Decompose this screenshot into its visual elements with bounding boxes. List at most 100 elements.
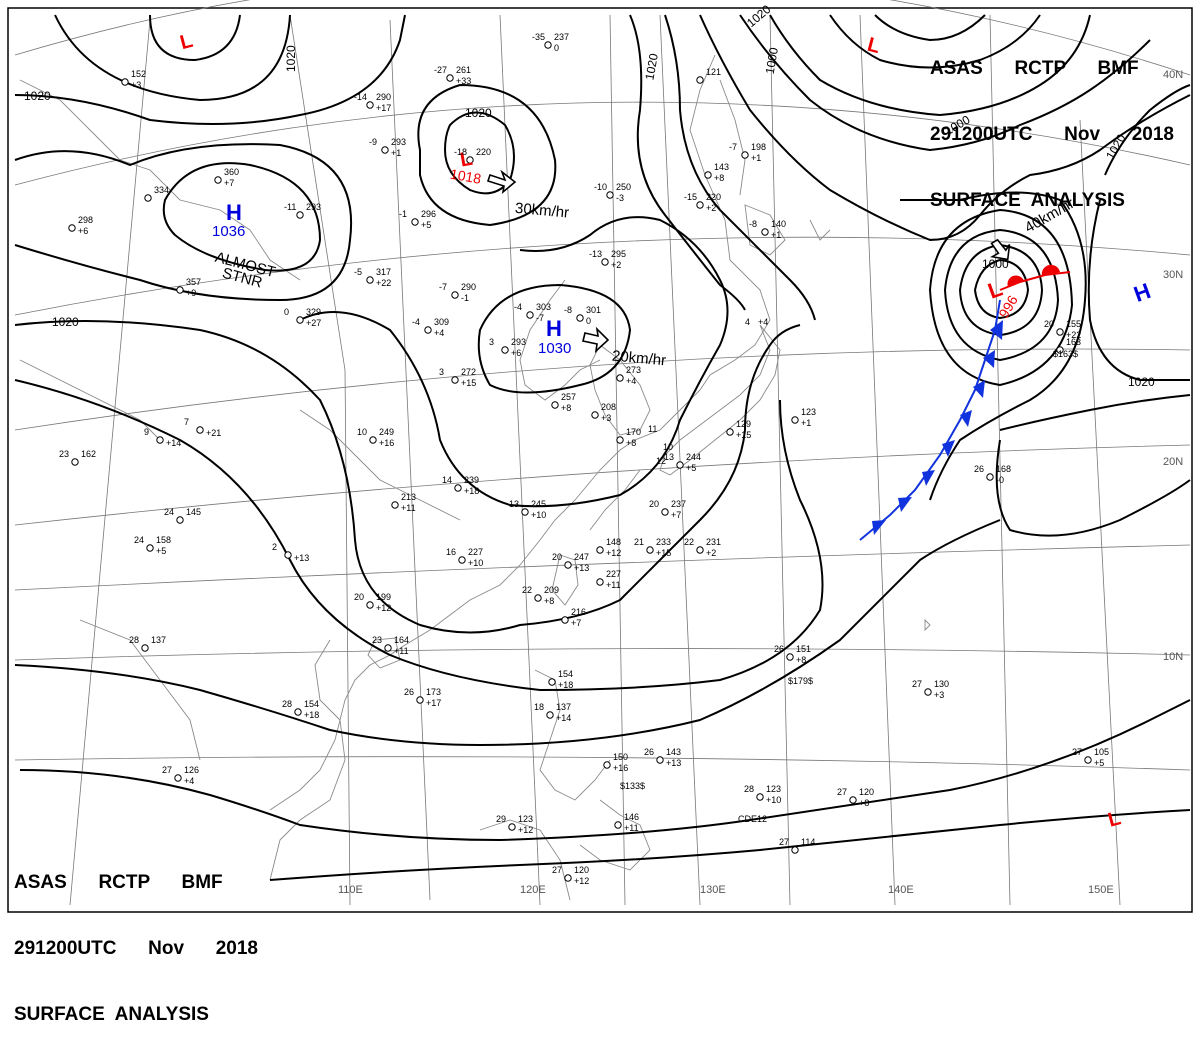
station-plot-74: 148+12 xyxy=(606,537,621,558)
station-temp: 29 xyxy=(496,814,506,824)
station-pressure: 293 xyxy=(306,202,321,212)
station-tendency: +16 xyxy=(379,438,394,448)
station-circle-49 xyxy=(508,823,516,831)
station-pressure: 357 xyxy=(186,277,201,287)
header-title-line2: 291200UTC Nov 2018 xyxy=(930,124,1174,145)
station-temp: 20 xyxy=(1044,319,1054,329)
station-plot-2: -14 290+17 xyxy=(354,92,391,113)
station-pressure: 272 xyxy=(461,367,476,377)
station-circle-24 xyxy=(521,508,529,516)
station-pressure: 209 xyxy=(544,585,559,595)
station-plot-17: 0 329+27 xyxy=(284,307,321,328)
station-plot-19: 3 272+15 xyxy=(439,367,476,388)
station-plot-51: 28 123+10 xyxy=(744,784,781,805)
station-tendency: -0 xyxy=(996,475,1004,485)
station-circle-68 xyxy=(696,76,704,84)
lon-label-130e: 130E xyxy=(700,884,726,896)
station-circle-39 xyxy=(71,458,79,466)
station-temp: 28 xyxy=(129,635,139,645)
coast-taiwan xyxy=(551,554,579,606)
station-tendency: +12 xyxy=(574,876,589,886)
station-temp: -4 xyxy=(514,302,522,312)
station-tendency: -3 xyxy=(616,193,624,203)
station-tendency: +14 xyxy=(556,713,571,723)
parallel-5n xyxy=(14,756,1191,771)
station-temp: -4 xyxy=(412,317,420,327)
station-temp: 27 xyxy=(552,865,562,875)
station-pressure: 329 xyxy=(306,307,321,317)
isobar-996-outer xyxy=(900,191,1087,501)
coast-bohai xyxy=(519,279,601,401)
station-tendency: +7 xyxy=(224,178,234,188)
station-tendency: +18 xyxy=(304,710,319,720)
station-temp: -8 xyxy=(564,305,572,315)
station-plot-35: 216+7 xyxy=(571,607,586,628)
station-circle-35 xyxy=(561,616,569,624)
station-plot-53: 27 114 xyxy=(779,837,815,847)
isobar-1020-ne-b xyxy=(664,14,816,321)
station-plot-63: 357+9 xyxy=(186,277,201,298)
coast-inland-mid xyxy=(19,359,161,441)
station-temp: -1 xyxy=(399,209,407,219)
station-circle-2 xyxy=(366,101,374,109)
coast-inland-west xyxy=(19,79,301,281)
station-tendency: 0 xyxy=(586,316,591,326)
station-plot-9: -4 309+4 xyxy=(412,317,449,338)
header-title-block: ASAS RCTP BMF 291200UTC Nov 2018 SURFACE… xyxy=(930,14,1174,234)
isobar-siberia-ring xyxy=(14,143,353,302)
meridian-140e xyxy=(859,14,896,906)
station-circle-67 xyxy=(284,551,292,559)
isobar-1020-main xyxy=(14,320,801,634)
coast-ryukyu xyxy=(589,469,641,531)
station-pressure: 143 xyxy=(714,162,729,172)
station-temp: 10 xyxy=(357,427,367,437)
station-tendency: +10 xyxy=(531,510,546,520)
station-tendency: +10 xyxy=(766,795,781,805)
station-plot-20: 273+4 xyxy=(626,365,641,386)
station-pressure: 140 xyxy=(771,219,786,229)
isobar-label-2: 1020 xyxy=(284,45,298,72)
station-circle-13 xyxy=(606,191,614,199)
station-circle-44 xyxy=(548,678,556,686)
station-pressure: 303 xyxy=(536,302,551,312)
station-circle-9 xyxy=(424,326,432,334)
station-circle-63 xyxy=(176,286,184,294)
isobar-north-inner xyxy=(829,14,1041,69)
station-pressure: 152 xyxy=(131,69,146,79)
station-pressure: 173 xyxy=(426,687,441,697)
station-circle-73 xyxy=(1056,346,1064,354)
station-plot-61: 298+6 xyxy=(78,215,93,236)
station-circle-18 xyxy=(501,346,509,354)
station-tendency: +2 xyxy=(706,203,716,213)
station-plot-52: 27 120+8 xyxy=(837,787,874,808)
station-circle-14 xyxy=(696,201,704,209)
station-tendency: +12 xyxy=(518,825,533,835)
station-tendency: +1 xyxy=(751,153,761,163)
station-pressure: 220 xyxy=(476,147,491,157)
station-tendency: +13 xyxy=(666,758,681,768)
station-plot-36: 20 199+12 xyxy=(354,592,391,613)
isobar-label-3: 1020 xyxy=(465,106,492,120)
station-temp: -11 xyxy=(284,202,296,212)
isobar-1036-high xyxy=(162,162,322,272)
header-title-line3: SURFACE ANALYSIS xyxy=(930,190,1125,211)
station-pressure: 105 xyxy=(1094,747,1109,757)
coastlines xyxy=(19,54,931,901)
station-pressure: 317 xyxy=(376,267,391,277)
isobar-north-pac-1 xyxy=(699,14,1191,242)
station-tendency: +1 xyxy=(391,148,401,158)
isobar-1018-outer xyxy=(417,83,557,227)
station-plot-13: -10 250-3 xyxy=(594,182,631,203)
station-pressure: 158 xyxy=(156,535,171,545)
isobar-996-ring3 xyxy=(943,228,1060,362)
station-circle-64 xyxy=(121,78,129,86)
cold-front-line xyxy=(859,299,1001,541)
lat-label-10n: 10N xyxy=(1163,651,1183,663)
station-plot-73: 163 xyxy=(1066,337,1081,347)
station-circle-34 xyxy=(534,594,542,602)
lat-label-30n: 30N xyxy=(1163,269,1183,281)
station-plot-45: 18 137+14 xyxy=(534,702,571,723)
station-plot-41: 26 173+17 xyxy=(404,687,441,708)
